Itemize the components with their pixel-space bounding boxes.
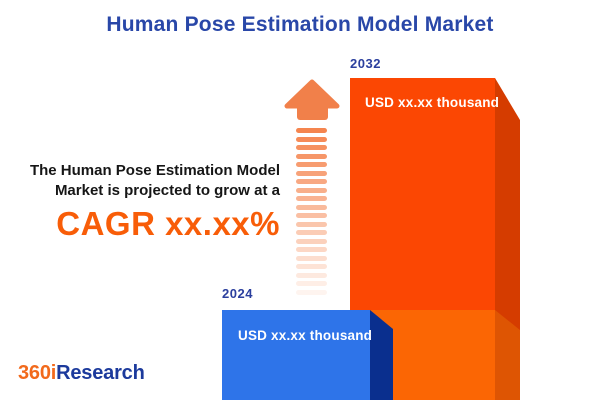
headline-line-1: The Human Pose Estimation Model: [29, 162, 280, 179]
logo-part-360i: 360i: [18, 362, 57, 384]
bar-2032-value-label: USD xx.xx thousand: [365, 95, 500, 110]
page-title: Human Pose Estimation Model Market: [106, 13, 494, 36]
growth-arrow-icon: [283, 79, 341, 298]
arrow-head-icon: [284, 79, 340, 120]
logo-360iresearch: 360iResearch: [18, 362, 145, 385]
cagr-value: CAGR xx.xx%: [56, 205, 280, 242]
bar-2032-year-label: 2032: [350, 56, 381, 71]
headline-block: The Human Pose Estimation Model Market i…: [8, 161, 280, 243]
bar-2024-value-label: USD xx.xx thousand: [238, 328, 373, 343]
bar-2024-year-label: 2024: [222, 286, 253, 301]
arrow-fade-stripes: [296, 128, 327, 295]
bar-2024-front-face: [222, 310, 370, 400]
bar-2024-side-face: [370, 310, 393, 400]
headline-line-2: Market is projected to grow at a: [54, 181, 280, 199]
logo-part-research: Research: [56, 362, 145, 384]
